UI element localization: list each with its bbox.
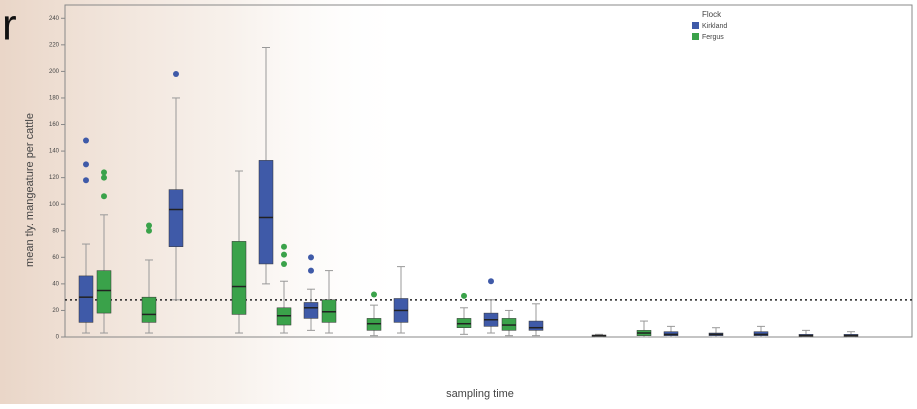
outlier [146, 228, 152, 234]
y-tick-label: 140 [49, 149, 60, 155]
y-axis-label: mean tly. mangeature per cattle [24, 113, 36, 267]
legend-swatch [692, 33, 699, 40]
outlier [281, 244, 287, 250]
outlier [281, 252, 287, 258]
legend-swatch [692, 22, 699, 29]
y-tick-label: 80 [52, 228, 59, 234]
box [259, 160, 273, 264]
outlier [83, 137, 89, 143]
outlier [488, 278, 494, 284]
outlier [308, 254, 314, 260]
outlier [101, 175, 107, 181]
y-tick-label: 180 [49, 96, 60, 102]
outlier [308, 268, 314, 274]
y-tick-label: 120 [49, 175, 60, 181]
box [304, 302, 318, 318]
box [97, 271, 111, 313]
legend-label: Fergus [702, 34, 724, 41]
panel-label: r [2, 1, 17, 50]
outlier [83, 177, 89, 183]
y-tick-label: 20 [52, 308, 59, 314]
box [169, 190, 183, 247]
legend-label: Kirkland [702, 23, 727, 30]
background [0, 0, 917, 404]
outlier [461, 293, 467, 299]
outlier [173, 71, 179, 77]
y-tick-label: 60 [52, 255, 59, 261]
y-tick-label: 40 [52, 281, 59, 287]
outlier [101, 193, 107, 199]
y-tick-label: 100 [49, 202, 60, 208]
outlier [371, 292, 377, 298]
chart: r mean tly. mangeature per cattle sampli… [0, 0, 917, 404]
box [232, 241, 246, 314]
box [142, 297, 156, 322]
box [79, 276, 93, 322]
y-tick-label: 240 [49, 16, 60, 22]
y-tick-label: 200 [49, 69, 60, 75]
x-axis-label: sampling time [446, 388, 514, 400]
y-tick-label: 220 [49, 42, 60, 48]
y-tick-label: 160 [49, 122, 60, 128]
outlier [101, 169, 107, 175]
legend-title: Flock [702, 10, 722, 19]
outlier [281, 261, 287, 267]
outlier [146, 222, 152, 228]
outlier [83, 161, 89, 167]
box [529, 321, 543, 330]
